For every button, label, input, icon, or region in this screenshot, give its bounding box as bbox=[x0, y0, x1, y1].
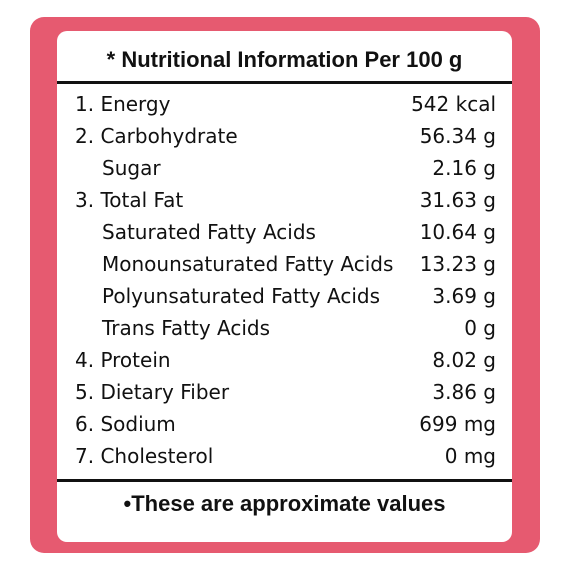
nutrient-row: 2. Carbohydrate 56.34 g bbox=[75, 120, 496, 152]
nutrient-value: 3.86 g bbox=[432, 380, 496, 404]
nutrient-row: Sugar 2.16 g bbox=[75, 152, 496, 184]
nutrient-name: 4. Protein bbox=[75, 348, 171, 372]
nutrient-name: Saturated Fatty Acids bbox=[102, 220, 316, 244]
nutrient-name: 3. Total Fat bbox=[75, 188, 184, 212]
nutrient-row: Trans Fatty Acids 0 g bbox=[75, 312, 496, 344]
nutrient-name: 2. Carbohydrate bbox=[75, 124, 238, 148]
nutrient-name: Polyunsaturated Fatty Acids bbox=[102, 284, 380, 308]
nutrient-name: 1. Energy bbox=[75, 92, 171, 116]
nutrient-row: Monounsaturated Fatty Acids 13.23 g bbox=[75, 248, 496, 280]
nutrient-value: 699 mg bbox=[419, 412, 496, 436]
nutrient-row: 7. Cholesterol 0 mg bbox=[75, 440, 496, 472]
nutrient-value: 0 mg bbox=[444, 444, 496, 468]
nutrition-title: * Nutritional Information Per 100 g bbox=[106, 47, 463, 72]
header-divider bbox=[57, 81, 512, 84]
nutrient-row: 4. Protein 8.02 g bbox=[75, 344, 496, 376]
nutrient-value: 13.23 g bbox=[419, 252, 496, 276]
nutrition-panel bbox=[57, 31, 512, 542]
nutrient-name: 5. Dietary Fiber bbox=[75, 380, 230, 404]
nutrient-name: Sugar bbox=[102, 156, 161, 180]
nutrient-row: 5. Dietary Fiber 3.86 g bbox=[75, 376, 496, 408]
nutrient-value: 31.63 g bbox=[419, 188, 496, 212]
nutrient-row: 3. Total Fat 31.63 g bbox=[75, 184, 496, 216]
nutrient-row: Saturated Fatty Acids 10.64 g bbox=[75, 216, 496, 248]
footer-divider bbox=[57, 479, 512, 482]
nutrient-value: 3.69 g bbox=[432, 284, 496, 308]
nutrient-value: 56.34 g bbox=[419, 124, 496, 148]
nutrient-value: 2.16 g bbox=[432, 156, 496, 180]
nutrient-row: 1. Energy 542 kcal bbox=[75, 88, 496, 120]
footer-note: •These are approximate values bbox=[123, 491, 446, 516]
nutrient-name: 6. Sodium bbox=[75, 412, 176, 436]
nutrient-row: 6. Sodium 699 mg bbox=[75, 408, 496, 440]
nutrient-name: Trans Fatty Acids bbox=[102, 316, 271, 340]
nutrient-list: 1. Energy 542 kcal 2. Carbohydrate 56.34 g S… bbox=[75, 88, 496, 472]
nutrient-row: Polyunsaturated Fatty Acids 3.69 g bbox=[75, 280, 496, 312]
nutrient-value: 0 g bbox=[464, 316, 496, 340]
nutrient-value: 10.64 g bbox=[419, 220, 496, 244]
nutrient-value: 8.02 g bbox=[432, 348, 496, 372]
nutrient-value: 542 kcal bbox=[411, 92, 496, 116]
nutrient-name: Monounsaturated Fatty Acids bbox=[102, 252, 394, 276]
nutrient-name: 7. Cholesterol bbox=[75, 444, 214, 468]
